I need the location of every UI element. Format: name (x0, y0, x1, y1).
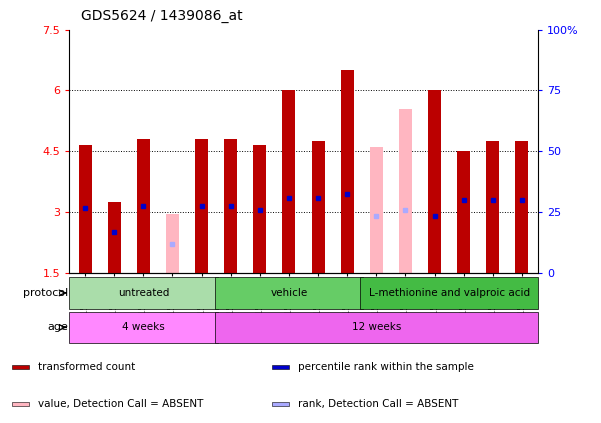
Bar (253, 145, 266, 273)
Bar (12, 402, 29, 406)
Text: age: age (47, 322, 69, 332)
Bar (69, 312, 218, 343)
Bar (69, 277, 218, 309)
Bar (224, 139, 237, 273)
Bar (272, 365, 289, 369)
Bar (166, 214, 179, 273)
Bar (515, 141, 528, 273)
Bar (370, 147, 383, 273)
Bar (137, 139, 150, 273)
Bar (341, 70, 354, 273)
Bar (457, 151, 470, 273)
Bar (399, 109, 412, 273)
Bar (272, 402, 289, 406)
Bar (195, 139, 208, 273)
Bar (428, 91, 441, 273)
Text: value, Detection Call = ABSENT: value, Detection Call = ABSENT (38, 399, 203, 409)
Text: L-methionine and valproic acid: L-methionine and valproic acid (368, 288, 529, 298)
Bar (282, 91, 296, 273)
Bar (215, 277, 363, 309)
Bar (311, 141, 325, 273)
Text: 12 weeks: 12 weeks (352, 322, 401, 332)
Text: rank, Detection Call = ABSENT: rank, Detection Call = ABSENT (297, 399, 458, 409)
Bar (12, 365, 29, 369)
Text: percentile rank within the sample: percentile rank within the sample (297, 362, 474, 372)
Bar (79, 145, 92, 273)
Text: transformed count: transformed count (38, 362, 135, 372)
Text: 4 weeks: 4 weeks (122, 322, 165, 332)
Text: untreated: untreated (118, 288, 169, 298)
Bar (108, 202, 121, 273)
Text: vehicle: vehicle (270, 288, 308, 298)
Bar (79, 145, 92, 273)
Bar (215, 312, 538, 343)
Bar (486, 141, 499, 273)
Bar (360, 277, 538, 309)
Text: GDS5624 / 1439086_at: GDS5624 / 1439086_at (81, 9, 243, 23)
Text: protocol: protocol (23, 288, 69, 298)
